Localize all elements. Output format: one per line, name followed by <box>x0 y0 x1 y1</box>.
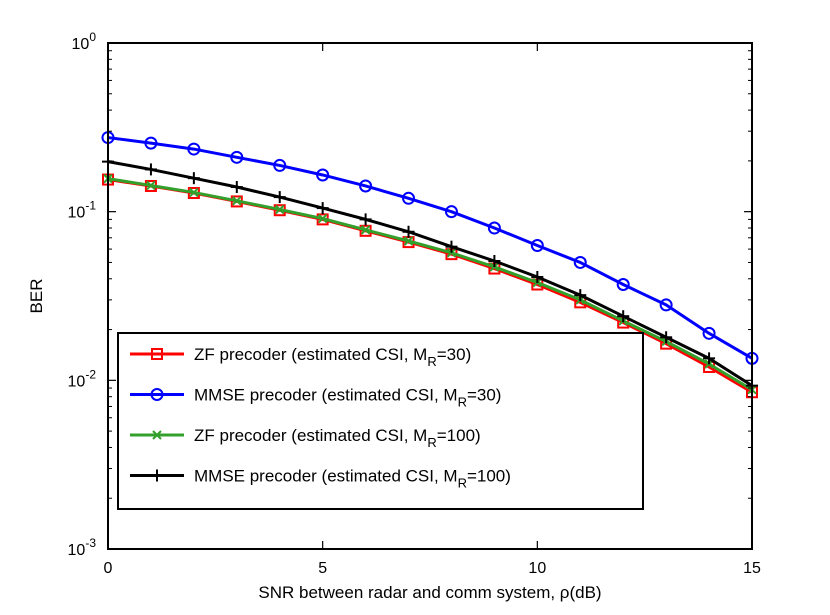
data-point <box>530 239 544 253</box>
plot-area <box>101 131 759 399</box>
data-point <box>230 181 243 194</box>
legend-box <box>117 332 644 510</box>
data-point <box>660 331 673 344</box>
data-point <box>531 270 544 283</box>
x-tick-label: 5 <box>318 560 327 577</box>
legend-label: ZF precoder (estimated CSI, MR=30) <box>194 345 471 369</box>
data-point <box>187 172 200 185</box>
data-point <box>403 236 414 246</box>
legend-label: MMSE precoder (estimated CSI, MR=100) <box>194 467 511 491</box>
y-axis-label: BER <box>27 279 46 314</box>
data-point <box>360 225 371 235</box>
axes: 0 5 10 15 100 10-1 10-2 10-3 SNR between radar a… <box>27 30 761 602</box>
legend-marker <box>151 469 163 482</box>
data-point <box>703 352 716 365</box>
legend-marker <box>151 348 163 360</box>
x-tick-label: 10 <box>528 560 546 577</box>
data-point <box>144 163 157 176</box>
y-tick-label: 10-3 <box>68 536 97 559</box>
axes-frame <box>107 42 753 550</box>
series-line-2 <box>107 136 753 360</box>
legend: ZF precoder (estimated CSI, MR=30) MMSE p… <box>117 332 644 510</box>
data-point <box>446 248 457 258</box>
legend-marker <box>150 388 164 401</box>
x-tick-label: 15 <box>743 560 761 577</box>
data-point <box>402 191 416 205</box>
legend-label: ZF precoder (estimated CSI, MR=100) <box>194 426 481 450</box>
data-point <box>402 225 415 238</box>
data-point <box>487 221 501 235</box>
data-point <box>616 277 630 291</box>
data-point <box>146 180 156 191</box>
data-point <box>187 142 201 156</box>
x-axis-label: SNR between radar and comm system, ρ(dB) <box>258 583 601 602</box>
series-line-3 <box>107 177 753 391</box>
data-point <box>230 150 244 164</box>
data-point <box>359 213 372 226</box>
data-point <box>275 204 285 215</box>
data-point <box>189 187 199 198</box>
y-tick-label: 100 <box>72 30 97 53</box>
data-point <box>316 202 329 215</box>
data-point <box>617 310 630 323</box>
data-point <box>316 168 330 182</box>
data-point <box>445 240 458 253</box>
y-tick-label: 10-1 <box>68 199 97 222</box>
data-point <box>659 298 673 312</box>
data-point <box>273 158 287 172</box>
legend-label: MMSE precoder (estimated CSI, MR=30) <box>194 386 501 410</box>
y-tick-label: 10-2 <box>68 367 97 390</box>
data-point <box>702 326 716 340</box>
data-point <box>574 289 587 302</box>
data-point <box>444 205 458 219</box>
data-point <box>273 191 286 204</box>
x-tick-label: 0 <box>104 560 113 577</box>
data-point <box>359 179 373 193</box>
data-point <box>232 196 242 206</box>
legend-marker <box>152 430 162 440</box>
data-point <box>573 255 587 269</box>
data-point <box>488 254 501 267</box>
data-point <box>317 213 328 224</box>
data-point <box>144 136 158 150</box>
series-line-4 <box>107 160 753 387</box>
